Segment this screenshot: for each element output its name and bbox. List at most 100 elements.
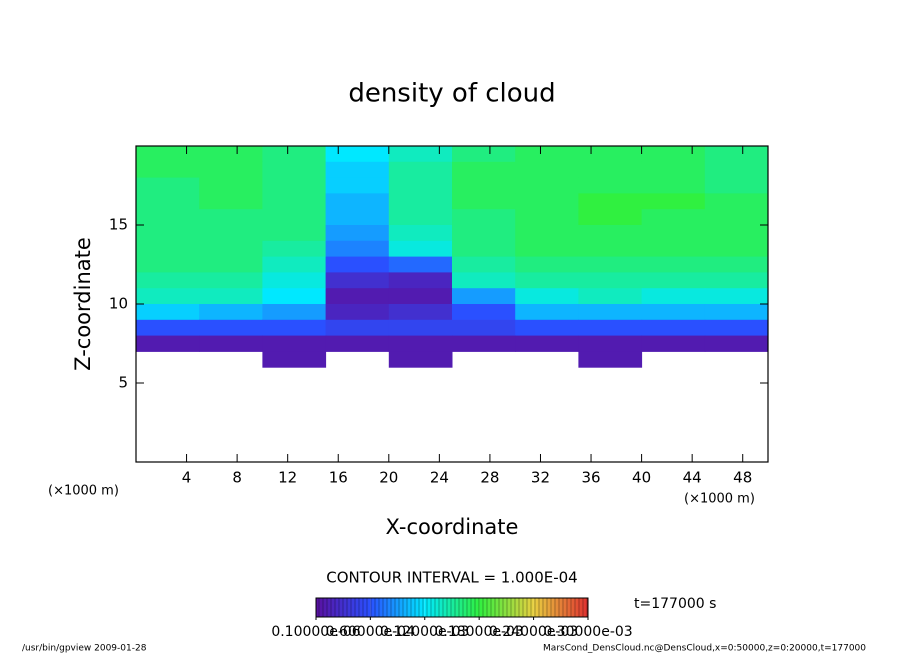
cell [452,240,516,258]
colorbar-tick-label: 0.10000e-06 [271,624,360,640]
colorbar-frame [315,597,589,618]
cell [325,319,390,337]
cell [136,146,200,163]
cell [325,335,390,352]
cell [641,272,706,289]
cell [199,209,263,226]
time-label: t=177000 s [634,596,716,612]
cell [641,256,706,273]
cell [578,209,643,226]
cell [704,304,769,321]
colorbar-tick-label: 0.24000e-03 [489,624,578,640]
cell [325,146,390,163]
cell [641,225,706,242]
cell [136,304,200,321]
cell [262,272,327,289]
colorbar-tick-label: 0.60000e-04 [326,624,415,640]
cell [262,225,327,242]
cell [388,272,453,289]
cell [388,193,453,210]
x-tick-label: 4 [182,469,192,487]
x-axis-label: X-coordinate [386,515,519,539]
cell [262,193,327,210]
cell [199,240,263,258]
chart-title: density of cloud [348,79,555,109]
x-tick-label: 28 [480,469,499,487]
x-tick-label: 36 [581,469,600,487]
cell [578,225,643,242]
cell [704,209,769,226]
cell [325,288,390,305]
cell [262,240,327,258]
colorbar-tick-label: 0.18000e-03 [434,624,523,640]
footer-left: /usr/bin/gpview 2009-01-28 [22,644,147,654]
cell [325,225,390,242]
cell [452,335,516,352]
y-unit: (×1000 m) [48,484,119,499]
x-unit: (×1000 m) [684,492,755,507]
y-tick-label: 5 [118,374,128,392]
cell [136,256,200,273]
cell [515,272,579,289]
cell [452,209,516,226]
cell [641,161,706,179]
cell [578,272,643,289]
cell [136,335,200,352]
cell [136,288,200,305]
cell [262,351,327,368]
cell [704,335,769,352]
y-axis-label: Z-coordinate [71,237,95,371]
cell [578,177,643,194]
x-tick-label: 8 [232,469,242,487]
x-tick-label: 40 [632,469,651,487]
cell [452,193,516,210]
cell [515,335,579,352]
cell [262,146,327,163]
cell [136,319,200,337]
cell [388,225,453,242]
cell [199,161,263,179]
cell [515,288,579,305]
cell [452,161,516,179]
cell [262,304,327,321]
cell [325,240,390,258]
cell [578,240,643,258]
cell [452,256,516,273]
cell [452,146,516,163]
cell [388,161,453,179]
x-tick-label: 44 [683,469,702,487]
cell [641,146,706,163]
cell [136,161,200,179]
cell [641,288,706,305]
cell [388,177,453,194]
x-tick-label: 16 [329,469,348,487]
cell [515,161,579,179]
cell [452,288,516,305]
colorbar-tick-label: 0.12000e-03 [380,624,469,640]
cell [704,161,769,179]
x-tick-label: 32 [531,469,550,487]
cell [262,288,327,305]
cell [515,146,579,163]
x-tick-label: 24 [430,469,449,487]
cell [704,319,769,337]
cell [199,193,263,210]
footer-right: MarsCond_DensCloud.nc@DensCloud,x=0:5000… [543,644,866,654]
cell [641,304,706,321]
x-tick-label: 20 [379,469,398,487]
cell [388,335,453,352]
cell [325,272,390,289]
cell [199,256,263,273]
cell [704,146,769,163]
cell [262,319,327,337]
cell [325,177,390,194]
cell [325,193,390,210]
cell [136,272,200,289]
x-tick-label: 48 [733,469,752,487]
cell [452,272,516,289]
colorbar-tick-label: 0.30000e-03 [543,624,632,640]
cell [641,335,706,352]
cell [452,304,516,321]
cell [199,225,263,242]
